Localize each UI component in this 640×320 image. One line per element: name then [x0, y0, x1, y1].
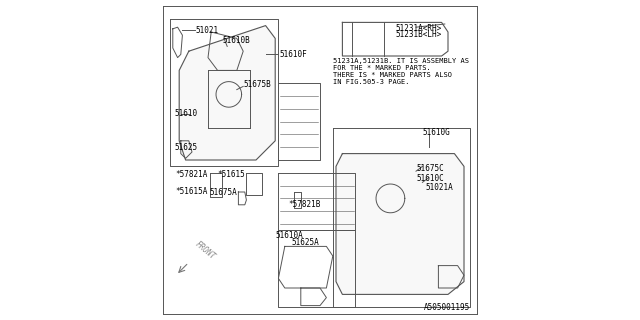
Text: FRONT: FRONT [193, 239, 217, 261]
Text: *51615: *51615 [217, 170, 245, 179]
Text: 51610F: 51610F [279, 50, 307, 59]
Polygon shape [336, 154, 464, 294]
Text: 51231B<LH>: 51231B<LH> [396, 30, 442, 39]
Text: 51610C: 51610C [416, 174, 444, 183]
Text: 51231A<RH>: 51231A<RH> [396, 24, 442, 33]
Text: A505001195: A505001195 [424, 303, 470, 312]
Text: 51625A: 51625A [291, 238, 319, 247]
Text: 51021A: 51021A [426, 183, 453, 192]
Text: 51610G: 51610G [422, 128, 450, 137]
Text: 51625: 51625 [174, 143, 198, 152]
Text: *51615A: *51615A [175, 187, 208, 196]
Text: 51021: 51021 [196, 26, 219, 35]
Text: 51610A: 51610A [275, 231, 303, 240]
Text: 51675A: 51675A [209, 188, 237, 197]
Text: *57821A: *57821A [175, 170, 208, 179]
Polygon shape [179, 26, 275, 160]
Text: 51231A,51231B. IT IS ASSEMBLY AS
FOR THE * MARKED PARTS.
THERE IS * MARKED PARTS: 51231A,51231B. IT IS ASSEMBLY AS FOR THE… [333, 58, 468, 84]
Text: 51675C: 51675C [416, 164, 444, 172]
Text: 51610: 51610 [174, 109, 198, 118]
Text: 51675B: 51675B [244, 80, 271, 89]
Text: *57821B: *57821B [288, 200, 321, 209]
Text: 51610B: 51610B [223, 36, 250, 45]
